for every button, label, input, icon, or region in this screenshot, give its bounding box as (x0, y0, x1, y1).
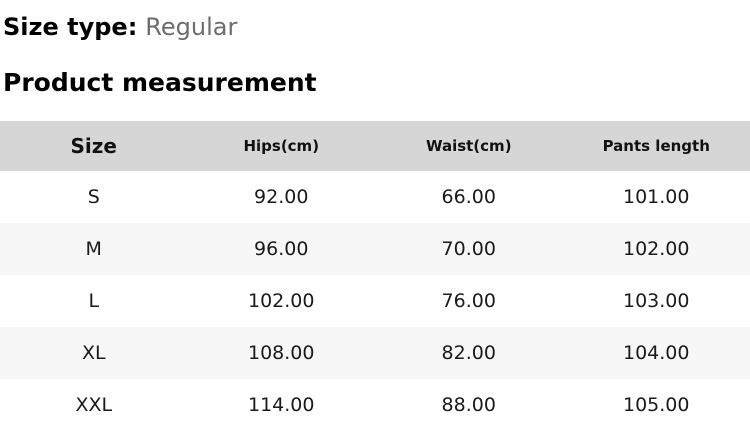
cell-waist: 82.00 (375, 327, 563, 379)
cell-size: S (0, 171, 188, 223)
column-header-pants-length: Pants length (563, 121, 750, 171)
cell-waist: 70.00 (375, 223, 563, 275)
cell-size: M (0, 223, 188, 275)
cell-waist: 66.00 (375, 171, 563, 223)
cell-waist: 76.00 (375, 275, 563, 327)
measurement-table-body: S 92.00 66.00 101.00 M 96.00 70.00 102.0… (0, 171, 750, 431)
size-type-label: Size type: (3, 13, 137, 41)
table-row: L 102.00 76.00 103.00 (0, 275, 750, 327)
size-type-value: Regular (145, 13, 237, 41)
table-row: XL 108.00 82.00 104.00 (0, 327, 750, 379)
cell-pants-length: 103.00 (563, 275, 750, 327)
cell-size: L (0, 275, 188, 327)
column-header-waist: Waist(cm) (375, 121, 563, 171)
cell-hips: 96.00 (188, 223, 376, 275)
cell-hips: 114.00 (188, 379, 376, 431)
size-type-line: Size type: Regular (3, 12, 750, 42)
cell-pants-length: 101.00 (563, 171, 750, 223)
cell-size: XL (0, 327, 188, 379)
table-row: M 96.00 70.00 102.00 (0, 223, 750, 275)
column-header-hips: Hips(cm) (188, 121, 376, 171)
table-row: XXL 114.00 88.00 105.00 (0, 379, 750, 431)
cell-hips: 102.00 (188, 275, 376, 327)
measurement-table-header: Size Hips(cm) Waist(cm) Pants length (0, 121, 750, 171)
measurement-table: Size Hips(cm) Waist(cm) Pants length S 9… (0, 121, 750, 431)
column-header-size: Size (0, 121, 188, 171)
section-title: Product measurement (3, 68, 750, 98)
cell-pants-length: 102.00 (563, 223, 750, 275)
header-row: Size Hips(cm) Waist(cm) Pants length (0, 121, 750, 171)
cell-hips: 92.00 (188, 171, 376, 223)
table-row: S 92.00 66.00 101.00 (0, 171, 750, 223)
cell-hips: 108.00 (188, 327, 376, 379)
cell-size: XXL (0, 379, 188, 431)
cell-pants-length: 104.00 (563, 327, 750, 379)
cell-pants-length: 105.00 (563, 379, 750, 431)
cell-waist: 88.00 (375, 379, 563, 431)
product-size-panel: Size type: Regular Product measurement Si… (0, 12, 750, 431)
